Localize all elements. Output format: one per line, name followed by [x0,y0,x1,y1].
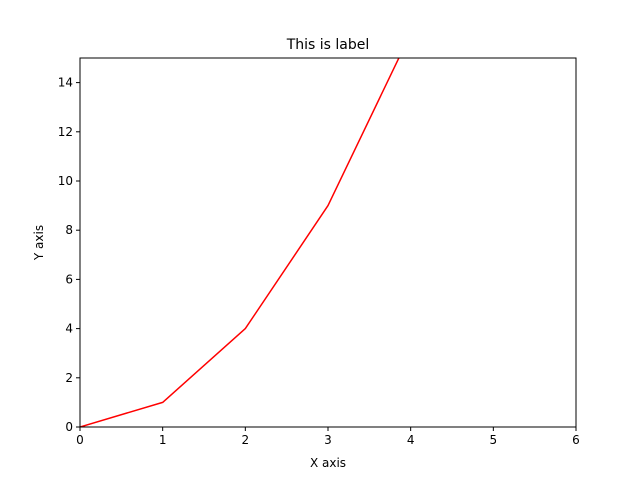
x-tick-label: 2 [242,433,250,447]
x-axis-ticks: 0 1 2 3 4 5 6 [76,427,580,447]
y-tick-label: 6 [65,272,73,286]
y-tick-label: 14 [58,76,73,90]
x-tick-label: 5 [490,433,498,447]
y-tick-label: 4 [65,322,73,336]
x-tick-label: 1 [159,433,167,447]
x-tick-label: 4 [407,433,415,447]
series-layer [80,58,400,427]
y-axis-label: Y axis [32,225,46,261]
y-tick-label: 10 [58,174,73,188]
y-tick-label: 8 [65,223,73,237]
y-tick-label: 12 [58,125,73,139]
x-axis-label: X axis [310,456,346,470]
y-axis-ticks: 0 2 4 6 8 10 12 14 [58,76,80,434]
chart-title: This is label [286,37,370,53]
series-line [80,58,400,427]
y-tick-label: 2 [65,371,73,385]
x-tick-label: 3 [324,433,332,447]
x-tick-label: 6 [572,433,580,447]
x-tick-label: 0 [76,433,84,447]
y-tick-label: 0 [65,420,73,434]
